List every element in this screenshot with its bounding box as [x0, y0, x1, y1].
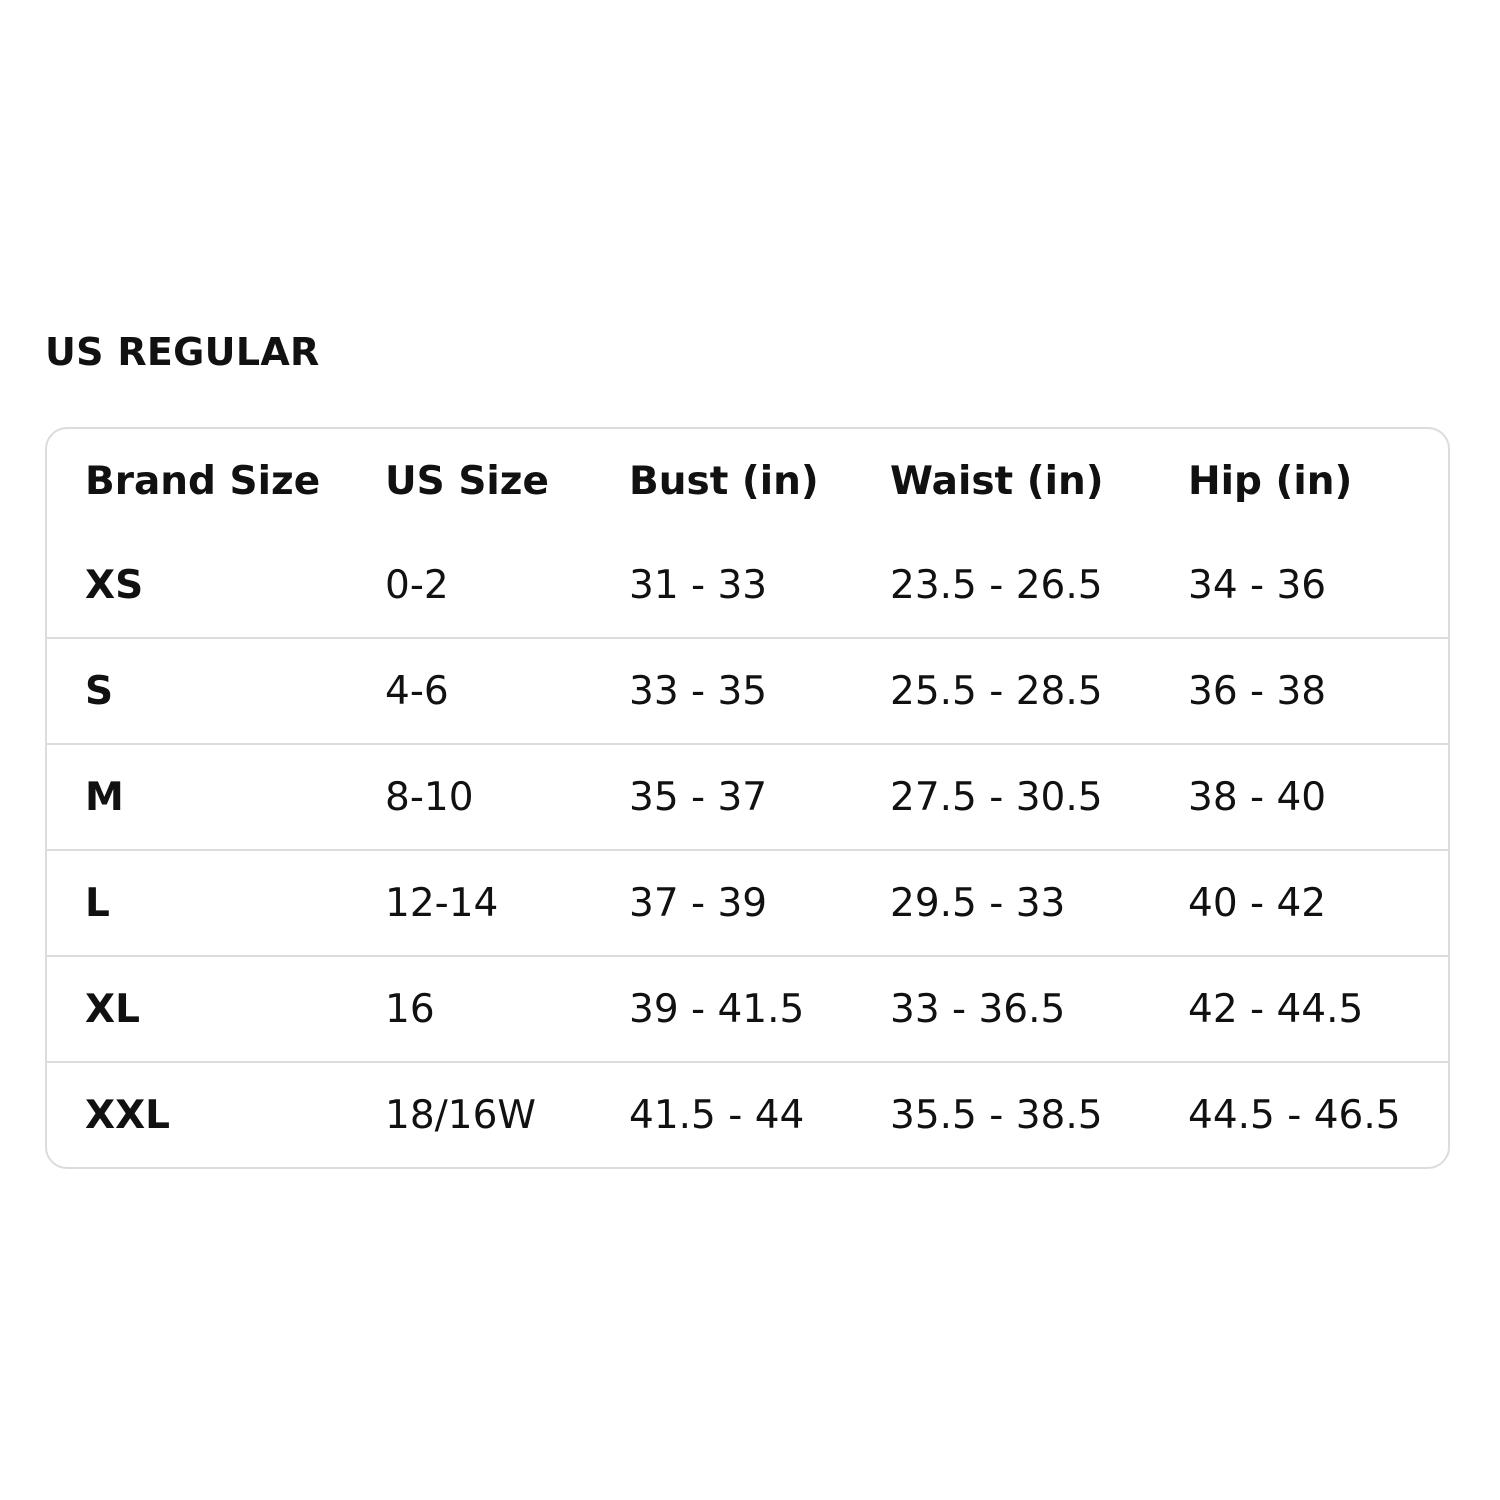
brand-size-cell: XL: [85, 986, 140, 1032]
hip-cell: 34 - 36: [1188, 562, 1327, 608]
us-size-cell: 12-14: [385, 880, 499, 926]
brand-size-cell: XS: [85, 562, 144, 608]
table-row: M 8-10 35 - 37 27.5 - 30.5 38 - 40: [47, 743, 1448, 849]
hip-cell: 38 - 40: [1188, 774, 1327, 820]
waist-cell: 25.5 - 28.5: [890, 668, 1103, 714]
brand-size-cell: S: [85, 668, 114, 714]
bust-cell: 31 - 33: [629, 562, 768, 608]
hip-cell: 44.5 - 46.5: [1188, 1092, 1401, 1138]
table-header-row: Brand Size US Size Bust (in) Waist (in) …: [47, 429, 1448, 533]
hip-cell: 40 - 42: [1188, 880, 1327, 926]
us-size-cell: 18/16W: [385, 1092, 536, 1138]
table-row: XS 0-2 31 - 33 23.5 - 26.5 34 - 36: [47, 533, 1448, 637]
header-cell: Hip (in): [1188, 458, 1353, 504]
us-size-cell: 0-2: [385, 562, 449, 608]
us-size-cell: 8-10: [385, 774, 474, 820]
bust-cell: 35 - 37: [629, 774, 768, 820]
us-size-cell: 16: [385, 986, 435, 1032]
waist-cell: 29.5 - 33: [890, 880, 1066, 926]
table-row: XL 16 39 - 41.5 33 - 36.5 42 - 44.5: [47, 955, 1448, 1061]
hip-cell: 42 - 44.5: [1188, 986, 1364, 1032]
waist-cell: 23.5 - 26.5: [890, 562, 1103, 608]
bust-cell: 41.5 - 44: [629, 1092, 805, 1138]
hip-cell: 36 - 38: [1188, 668, 1327, 714]
bust-cell: 37 - 39: [629, 880, 768, 926]
table-row: L 12-14 37 - 39 29.5 - 33 40 - 42: [47, 849, 1448, 955]
brand-size-cell: L: [85, 880, 110, 926]
waist-cell: 27.5 - 30.5: [890, 774, 1103, 820]
size-chart-table: Brand Size US Size Bust (in) Waist (in) …: [45, 427, 1450, 1169]
waist-cell: 33 - 36.5: [890, 986, 1066, 1032]
header-cell: Brand Size: [85, 458, 321, 504]
us-size-cell: 4-6: [385, 668, 449, 714]
bust-cell: 39 - 41.5: [629, 986, 805, 1032]
header-cell: US Size: [385, 458, 549, 504]
section-title: US REGULAR: [45, 330, 320, 374]
waist-cell: 35.5 - 38.5: [890, 1092, 1103, 1138]
bust-cell: 33 - 35: [629, 668, 768, 714]
table-row: S 4-6 33 - 35 25.5 - 28.5 36 - 38: [47, 637, 1448, 743]
brand-size-cell: XXL: [85, 1092, 170, 1138]
header-cell: Bust (in): [629, 458, 819, 504]
brand-size-cell: M: [85, 774, 124, 820]
header-cell: Waist (in): [890, 458, 1104, 504]
table-row: XXL 18/16W 41.5 - 44 35.5 - 38.5 44.5 - 46.5: [47, 1061, 1448, 1167]
